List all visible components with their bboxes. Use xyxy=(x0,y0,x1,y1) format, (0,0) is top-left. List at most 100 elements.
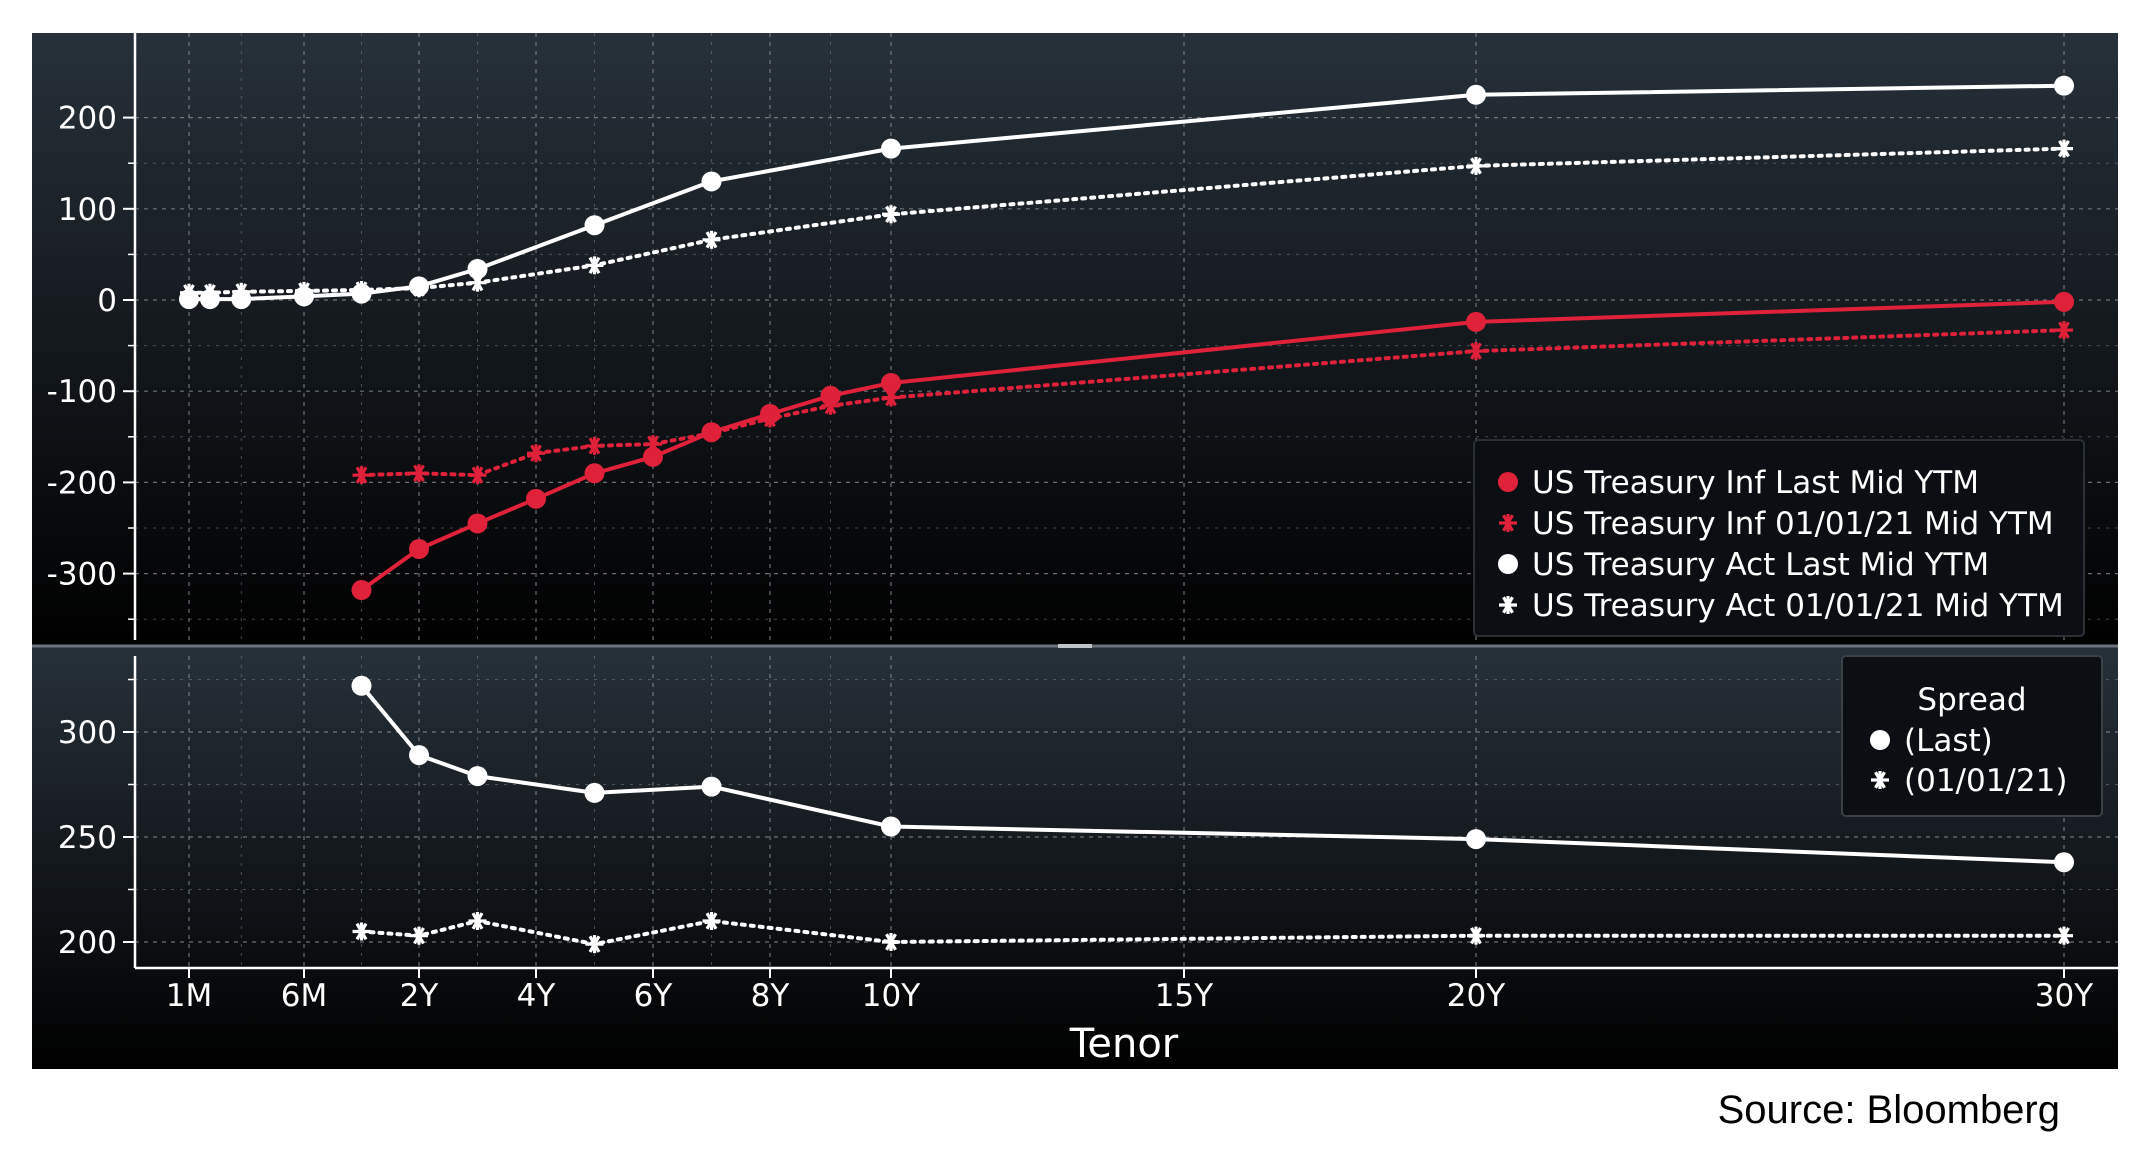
data-point xyxy=(1498,472,1518,492)
data-point xyxy=(881,372,901,393)
data-point xyxy=(352,280,371,299)
legend-item: (01/01/21) xyxy=(1871,763,2067,799)
data-point xyxy=(584,215,605,236)
legend-label: (Last) xyxy=(1904,723,1993,759)
series-1-1 xyxy=(352,912,2073,954)
data-point xyxy=(882,205,900,224)
y-tick-label: 0 xyxy=(97,283,117,319)
y-tick-label: -100 xyxy=(47,374,117,410)
data-point xyxy=(2054,852,2074,873)
legend-label: US Treasury Inf 01/01/21 Mid YTM xyxy=(1532,506,2054,542)
series-0-1 xyxy=(352,321,2073,485)
legend-item: US Treasury Act Last Mid YTM xyxy=(1498,547,1989,583)
legend-item: (Last) xyxy=(1870,723,1993,759)
data-point xyxy=(468,466,487,485)
data-point xyxy=(351,675,372,696)
y-tick-label: -300 xyxy=(47,557,117,593)
y-tick-label: 100 xyxy=(58,192,117,228)
data-point xyxy=(820,385,841,406)
legend-label: US Treasury Inf Last Mid YTM xyxy=(1532,465,1979,501)
data-point xyxy=(352,466,371,485)
data-point xyxy=(467,258,488,279)
data-point xyxy=(295,281,313,300)
y-tick-label: 200 xyxy=(58,925,117,961)
series-line xyxy=(359,919,2066,947)
chart-background-lower xyxy=(32,645,2118,1069)
data-point xyxy=(643,446,663,467)
series-line xyxy=(360,299,2065,592)
legend-label: US Treasury Act 01/01/21 Mid YTM xyxy=(1532,588,2064,624)
data-point xyxy=(702,912,721,930)
x-tick-label: 2Y xyxy=(400,978,439,1014)
data-point xyxy=(410,464,428,483)
data-point xyxy=(701,776,722,797)
x-tick-label: 30Y xyxy=(2035,978,2093,1014)
data-point xyxy=(1467,342,1485,361)
data-point xyxy=(1467,926,1485,945)
x-tick-label: 4Y xyxy=(517,978,556,1014)
data-point xyxy=(584,463,605,484)
legend-lower: Spread (Last) (01/01/21) xyxy=(1841,655,2103,817)
data-point xyxy=(2055,926,2073,945)
data-point xyxy=(1871,771,1889,789)
data-point xyxy=(702,230,721,249)
series-line xyxy=(359,328,2066,478)
series-0-3 xyxy=(180,139,2073,302)
data-point xyxy=(527,444,545,463)
data-point xyxy=(1466,829,1486,850)
data-point xyxy=(881,816,901,837)
data-point xyxy=(881,138,901,159)
x-tick-label: 1M xyxy=(166,978,212,1014)
data-point xyxy=(761,409,779,428)
x-tick-label: 6M xyxy=(281,978,327,1014)
data-point xyxy=(526,488,546,509)
series-line xyxy=(359,684,2065,865)
y-tick-label: 300 xyxy=(58,715,117,751)
source-note: Source: Bloomberg xyxy=(1717,1088,2060,1132)
y-tick-label: 200 xyxy=(58,101,117,137)
data-point xyxy=(1466,311,1486,332)
data-point xyxy=(352,922,371,941)
data-point xyxy=(410,926,428,945)
legend-label: US Treasury Act Last Mid YTM xyxy=(1532,547,1989,583)
legend-item: US Treasury Inf 01/01/21 Mid YTM xyxy=(1499,506,2054,542)
data-point xyxy=(585,935,604,954)
data-point xyxy=(702,424,721,443)
data-point xyxy=(1499,514,1517,532)
x-tick-label: 6Y xyxy=(634,978,673,1014)
x-tick-label: 10Y xyxy=(862,978,920,1014)
data-point xyxy=(409,538,429,559)
data-point xyxy=(2054,75,2074,96)
data-point xyxy=(882,388,900,407)
data-point xyxy=(1499,596,1517,614)
data-point xyxy=(1466,84,1486,105)
y-tick-label: -200 xyxy=(47,465,117,501)
legend-label: (01/01/21) xyxy=(1904,763,2067,799)
data-point xyxy=(467,513,488,534)
data-point xyxy=(585,256,604,275)
data-point xyxy=(232,282,251,301)
data-point xyxy=(467,766,488,787)
legend-upper: US Treasury Inf Last Mid YTM US Treasury … xyxy=(1473,439,2085,637)
x-axis-title: Tenor xyxy=(1069,1021,1179,1067)
data-point xyxy=(468,912,487,930)
legend-box xyxy=(1841,655,2103,817)
data-point xyxy=(1467,156,1485,175)
legend-item: US Treasury Inf Last Mid YTM xyxy=(1498,465,1979,501)
data-point xyxy=(351,580,372,601)
legend-title: Spread xyxy=(1917,682,2026,718)
x-tick-label: 20Y xyxy=(1447,978,1505,1014)
data-point xyxy=(2055,139,2073,158)
data-point xyxy=(1870,730,1890,750)
legend-box xyxy=(1473,439,2085,637)
data-point xyxy=(644,435,662,454)
data-point xyxy=(2054,291,2074,312)
data-point xyxy=(200,283,219,302)
data-point xyxy=(701,171,722,192)
data-point xyxy=(468,273,487,292)
series-1-0 xyxy=(351,675,2074,873)
data-point xyxy=(821,396,840,415)
data-point xyxy=(180,283,198,302)
data-point xyxy=(2055,321,2073,340)
